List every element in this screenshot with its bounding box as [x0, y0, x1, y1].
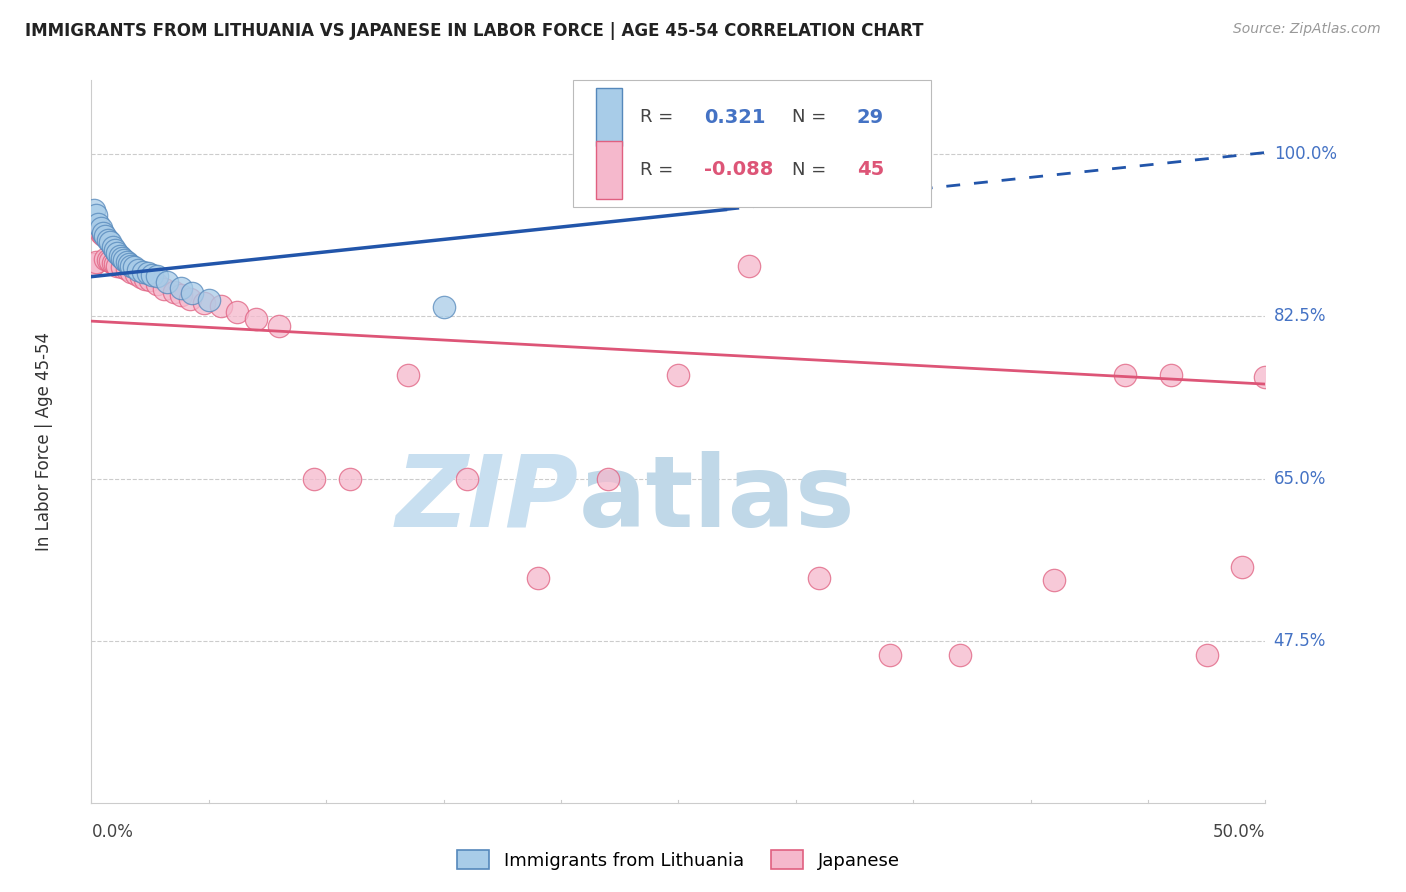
- Text: ZIP: ZIP: [395, 450, 579, 548]
- Point: [432, 300, 454, 314]
- Point: [112, 252, 135, 267]
- Point: [526, 571, 548, 585]
- Point: [1114, 368, 1136, 382]
- Text: N =: N =: [792, 161, 827, 178]
- Point: [118, 257, 141, 271]
- Point: [1230, 559, 1253, 574]
- Text: 100.0%: 100.0%: [1274, 145, 1337, 163]
- Text: N =: N =: [792, 108, 827, 127]
- Text: 82.5%: 82.5%: [1274, 308, 1326, 326]
- Point: [111, 251, 134, 265]
- Text: R =: R =: [640, 108, 673, 127]
- Point: [101, 256, 124, 270]
- Point: [125, 267, 148, 281]
- Point: [245, 312, 267, 326]
- Text: 50.0%: 50.0%: [1213, 823, 1265, 841]
- Point: [134, 271, 156, 285]
- Text: 47.5%: 47.5%: [1274, 632, 1326, 649]
- Point: [181, 286, 204, 301]
- Point: [98, 235, 121, 250]
- Text: In Labor Force | Age 45-54: In Labor Force | Age 45-54: [35, 332, 53, 551]
- Point: [949, 648, 972, 662]
- Legend: Immigrants from Lithuania, Japanese: Immigrants from Lithuania, Japanese: [450, 843, 907, 877]
- Point: [108, 249, 131, 263]
- Point: [714, 145, 737, 160]
- Point: [104, 257, 127, 271]
- Point: [129, 269, 152, 284]
- Point: [162, 285, 184, 300]
- Text: Source: ZipAtlas.com: Source: ZipAtlas.com: [1233, 22, 1381, 37]
- Point: [111, 260, 134, 275]
- Point: [98, 254, 121, 268]
- Point: [179, 292, 201, 306]
- Point: [456, 472, 478, 486]
- Point: [209, 299, 232, 313]
- Point: [153, 282, 176, 296]
- Point: [596, 472, 619, 486]
- Point: [120, 265, 142, 279]
- Text: 0.321: 0.321: [704, 108, 766, 127]
- Point: [127, 263, 149, 277]
- Point: [101, 240, 124, 254]
- Point: [87, 221, 110, 235]
- Text: R =: R =: [640, 161, 673, 178]
- Point: [226, 305, 249, 319]
- Point: [97, 233, 120, 247]
- Point: [84, 255, 107, 269]
- FancyBboxPatch shape: [596, 88, 621, 146]
- Point: [94, 228, 117, 243]
- Point: [87, 217, 110, 231]
- Point: [83, 257, 105, 271]
- Point: [83, 202, 105, 217]
- Point: [197, 293, 219, 307]
- Point: [141, 268, 163, 282]
- Point: [90, 221, 112, 235]
- Point: [879, 648, 901, 662]
- Point: [738, 259, 761, 273]
- Point: [136, 266, 159, 280]
- Text: 0.0%: 0.0%: [91, 823, 134, 841]
- Point: [169, 288, 191, 302]
- Text: 29: 29: [856, 108, 884, 127]
- Point: [269, 318, 291, 333]
- Point: [808, 571, 831, 585]
- Text: 45: 45: [856, 161, 884, 179]
- Point: [91, 226, 114, 240]
- Point: [84, 208, 107, 222]
- FancyBboxPatch shape: [596, 141, 621, 199]
- Point: [1254, 369, 1277, 384]
- Point: [304, 472, 326, 486]
- Text: -0.088: -0.088: [704, 161, 773, 179]
- Text: IMMIGRANTS FROM LITHUANIA VS JAPANESE IN LABOR FORCE | AGE 45-54 CORRELATION CHA: IMMIGRANTS FROM LITHUANIA VS JAPANESE IN…: [25, 22, 924, 40]
- Point: [115, 255, 138, 269]
- Point: [94, 252, 117, 266]
- Point: [1043, 574, 1066, 588]
- Text: atlas: atlas: [579, 450, 855, 548]
- FancyBboxPatch shape: [572, 80, 931, 207]
- Point: [97, 252, 120, 267]
- Point: [90, 226, 112, 240]
- Point: [139, 273, 162, 287]
- Point: [104, 243, 127, 257]
- Point: [105, 246, 128, 260]
- Text: 65.0%: 65.0%: [1274, 469, 1326, 488]
- Point: [146, 277, 169, 291]
- Point: [169, 281, 191, 295]
- Point: [91, 227, 114, 242]
- Point: [105, 259, 128, 273]
- Point: [193, 295, 215, 310]
- Point: [115, 262, 138, 277]
- Point: [339, 472, 361, 486]
- Point: [120, 259, 142, 273]
- Point: [1160, 368, 1182, 382]
- Point: [146, 268, 169, 283]
- Point: [1195, 648, 1218, 662]
- Point: [396, 368, 419, 382]
- Point: [132, 265, 155, 279]
- Point: [666, 368, 689, 382]
- Point: [155, 275, 177, 289]
- Point: [122, 260, 145, 275]
